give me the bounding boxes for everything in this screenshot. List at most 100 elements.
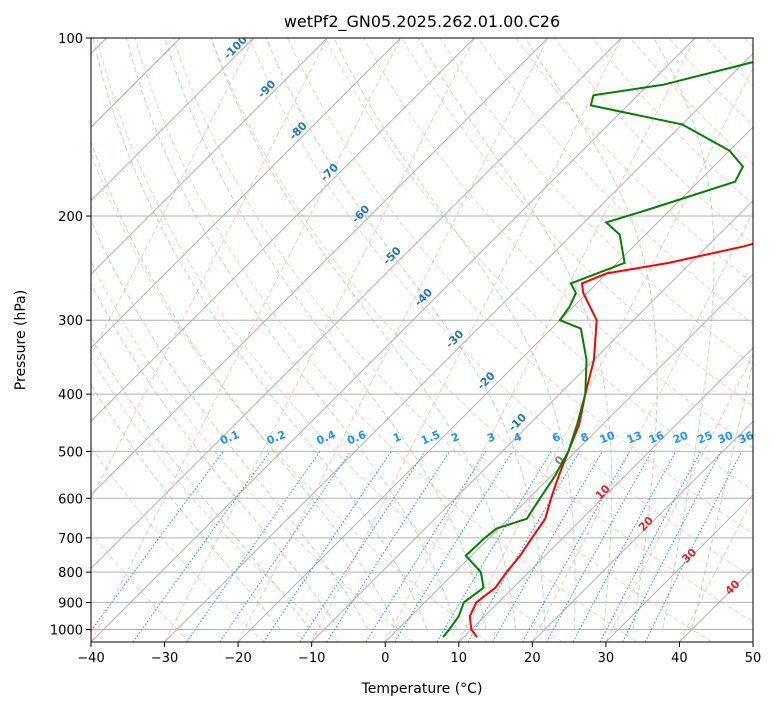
x-tick-label: −10 [298, 651, 325, 666]
dry-adiabat [91, 531, 191, 642]
y-tick-label: 700 [58, 532, 83, 547]
moist-adiabat [265, 38, 546, 630]
dry-adiabat [91, 356, 340, 642]
temperature-line [468, 242, 753, 638]
mixing-ratio-line [299, 451, 426, 642]
x-tick-label: 30 [598, 651, 615, 666]
moist-adiabat [92, 38, 428, 630]
chart-title: wetPf2_GN05.2025.262.01.00.C26 [284, 12, 560, 32]
isobar-gridlines [91, 38, 753, 630]
moist-adiabat [91, 218, 369, 630]
mixing-ratio-line [436, 451, 552, 642]
mixing-ratio-line [599, 451, 702, 642]
x-tick-label: 50 [745, 651, 762, 666]
isotherm [458, 347, 753, 642]
mixing-ratio-line [546, 451, 653, 642]
mixing-ratio-line [132, 451, 271, 642]
dry-adiabat [134, 38, 638, 642]
x-tick-label: −30 [151, 651, 178, 666]
mixing-ratio-label: 25 [696, 429, 715, 447]
mixing-ratio-line [622, 451, 722, 642]
x-axis: −40 −30 −20 −10 0 10 20 30 40 50 [77, 642, 761, 666]
dry-adiabats [91, 38, 753, 642]
isotherm [91, 38, 255, 202]
moist-adiabat [91, 336, 310, 630]
moist-adiabat [691, 358, 753, 630]
mixing-ratio-line [326, 451, 451, 642]
guide-line [678, 497, 753, 642]
isotherm [164, 52, 753, 642]
moist-adiabat [91, 139, 399, 630]
isotherm [384, 273, 753, 642]
moist-adiabat [164, 38, 487, 630]
isotherm [91, 38, 328, 275]
isotherms [91, 38, 753, 642]
mixing-ratio-line [644, 451, 743, 642]
mixing-ratio-label: 3 [485, 430, 497, 445]
dry-adiabat [96, 38, 563, 642]
mixing-ratio-label: 1 [391, 430, 403, 445]
isotherm [91, 38, 475, 423]
x-tick-label: 40 [671, 651, 688, 666]
mixing-ratio-line [572, 451, 677, 642]
y-tick-label: 600 [58, 492, 83, 507]
isotherm [91, 38, 549, 496]
mixing-ratio-label: 2 [449, 430, 461, 445]
dry-adiabat [401, 38, 753, 407]
x-tick-label: 20 [524, 651, 541, 666]
mixing-ratio-line [522, 451, 631, 642]
mixing-ratio-label: 10 [598, 429, 617, 447]
mixing-ratio-line [394, 451, 513, 642]
moist-adiabat [417, 38, 613, 630]
moist-adiabat [524, 38, 658, 630]
dry-adiabat [172, 38, 713, 642]
isotherm [91, 38, 696, 642]
x-tick-label: 0 [381, 651, 389, 666]
y-tick-label: 400 [58, 388, 83, 403]
moist-adiabat [653, 38, 715, 630]
y-tick-label: 200 [58, 210, 83, 225]
y-tick-label: 100 [58, 32, 83, 47]
mixing-ratio-label: 20 [671, 429, 690, 447]
moist-adiabat [333, 38, 576, 630]
y-tick-label: 900 [58, 596, 83, 611]
x-tick-label: 10 [451, 651, 468, 666]
isotherm [91, 38, 402, 349]
y-tick-label: 500 [58, 445, 83, 460]
isotherm [91, 38, 622, 570]
guide-line [605, 354, 753, 642]
mixing-ratio-label: 36 [737, 429, 756, 447]
dry-adiabat [248, 38, 753, 578]
dry-adiabat [477, 38, 753, 325]
plot-frame [90, 37, 754, 643]
isotherm [605, 494, 753, 642]
y-tick-label: 300 [58, 314, 83, 329]
isotherm [311, 199, 753, 642]
dry-adiabat [515, 38, 753, 285]
mixing-ratio-line [186, 451, 321, 642]
y-axis: 100 200 300 400 500 600 700 800 900 1000 [50, 32, 91, 638]
isotherm [531, 420, 753, 642]
x-tick-label: −40 [77, 651, 104, 666]
x-tick-label: −20 [224, 651, 251, 666]
mixing-ratio-line [365, 451, 487, 642]
moist-adiabat [210, 38, 516, 630]
x-axis-label: Temperature (°C) [361, 681, 483, 697]
mixing-ratio-line [91, 451, 224, 632]
mixing-ratio-label: 8 [579, 430, 591, 445]
mixing-ratio-lines [91, 451, 743, 642]
y-tick-label: 800 [58, 566, 83, 581]
dry-adiabat [325, 38, 753, 491]
mixing-ratio-label: 30 [716, 429, 735, 447]
mixing-ratio-line [219, 451, 352, 642]
dry-adiabat [91, 445, 265, 642]
y-tick-label: 1000 [50, 623, 83, 638]
dry-adiabat [91, 151, 489, 642]
plot-area: -100-90-80-70-60-50-40-30-20-10010203040… [91, 38, 756, 642]
dewpoint-line [442, 61, 753, 638]
y-axis-label: Pressure (hPa) [13, 290, 29, 390]
isotherm [237, 126, 753, 642]
dry-adiabat [210, 38, 753, 623]
